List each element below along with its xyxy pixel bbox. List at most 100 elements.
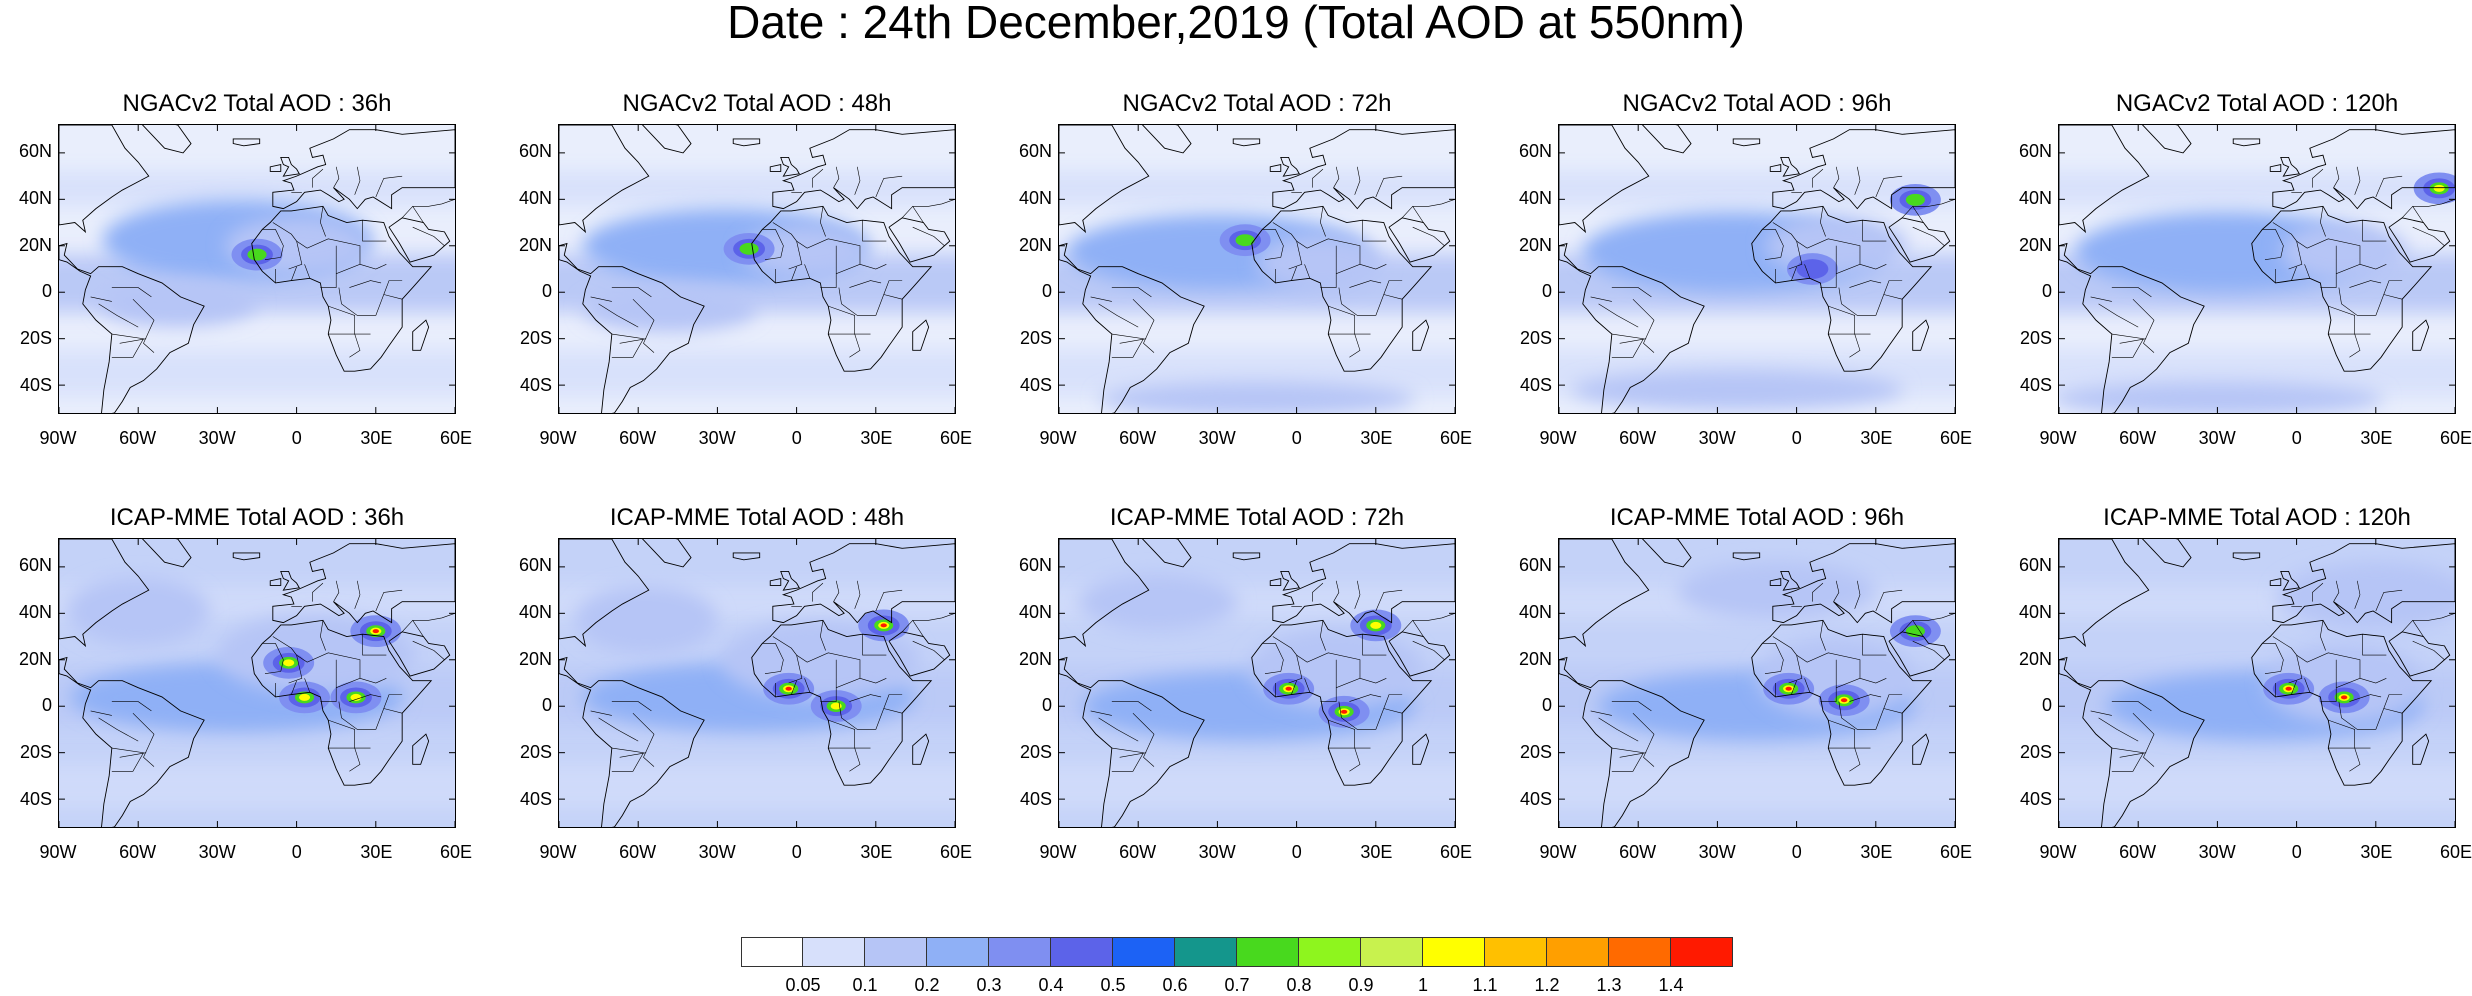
lat-label: 40S: [19, 788, 52, 809]
country-border: [328, 305, 371, 335]
country-border: [375, 694, 403, 730]
lat-label: 60N: [2018, 141, 2052, 162]
coastline: [1769, 163, 1782, 172]
map-panel: NGACv2 Total AOD : 72h 60N 40N 20N 0 20S 40S 90…: [1019, 90, 1472, 448]
lon-label: 60W: [2119, 428, 2157, 448]
country-border: [838, 701, 876, 730]
country-border: [1349, 694, 1382, 702]
country-border: [1111, 287, 1152, 298]
coastline: [1780, 157, 1801, 177]
country-border: [788, 241, 803, 270]
country-border: [111, 747, 144, 772]
coastline: [1641, 539, 1692, 568]
country-border: [1875, 694, 1903, 730]
country-border: [2090, 710, 2112, 716]
colorbar-label: 1.3: [1596, 975, 1622, 995]
aod-band: [559, 763, 955, 810]
country-border: [859, 264, 887, 270]
lon-label: 60W: [1619, 428, 1657, 448]
country-border: [2312, 582, 2324, 602]
country-border: [2119, 752, 2147, 758]
country-border: [2375, 175, 2403, 198]
country-border: [1875, 280, 1903, 316]
country-border: [875, 280, 903, 316]
coastline: [2412, 319, 2430, 351]
aod-plume: [574, 585, 718, 655]
country-border: [828, 747, 861, 772]
lon-label: 90W: [539, 842, 577, 862]
country-border: [2291, 266, 2297, 281]
country-border: [1862, 220, 1887, 242]
country-border: [1288, 655, 1303, 684]
country-border: [1812, 582, 1824, 602]
coastline: [1269, 163, 1282, 172]
country-border: [2304, 264, 2311, 279]
coastline: [2059, 656, 2205, 827]
coastline: [1888, 217, 1951, 263]
lon-label: 30E: [1860, 842, 1893, 862]
coastline: [59, 539, 150, 648]
coastline: [1272, 129, 1455, 210]
aod-band: [559, 171, 955, 206]
coastline: [780, 571, 801, 591]
lat-label: 20S: [519, 328, 552, 349]
country-border: [1788, 655, 1803, 684]
lat-label: 20N: [518, 648, 552, 669]
lat-label: 60N: [18, 555, 52, 576]
lon-label: 0: [1791, 842, 1802, 862]
aod-field: [1059, 539, 1455, 827]
aod-field: [2059, 539, 2455, 827]
country-border: [2375, 694, 2403, 730]
country-border: [291, 266, 297, 281]
country-border: [375, 280, 403, 316]
lat-label: 40N: [18, 187, 52, 208]
lat-label: 0: [541, 695, 552, 716]
aod-field: [559, 125, 955, 413]
lat-label: 40S: [1019, 374, 1052, 395]
coastline: [1272, 543, 1455, 624]
lat-label: 20N: [18, 234, 52, 255]
lon-label: 90W: [1539, 842, 1577, 862]
lon-label: 0: [2291, 842, 2302, 862]
coastline: [1772, 129, 1955, 210]
lon-label: 30E: [860, 428, 893, 448]
aod-map: [558, 124, 956, 414]
map-panel: ICAP-MME Total AOD : 96h 60N 40N 20N 0 20S 40S…: [1519, 504, 1972, 862]
aod-band: [59, 349, 455, 396]
country-border: [1291, 266, 1297, 281]
country-border: [333, 166, 340, 188]
country-border: [1820, 620, 1826, 651]
country-border: [1854, 166, 1861, 195]
country-border: [412, 613, 455, 621]
country-border: [1349, 280, 1382, 288]
aod-map: [2058, 538, 2456, 828]
country-border: [838, 287, 876, 316]
lon-label: 90W: [1039, 428, 1077, 448]
country-border: [1359, 678, 1387, 684]
aod-plume: [98, 280, 257, 327]
aod-band: [2059, 171, 2455, 206]
aod-hotspot: [247, 248, 267, 261]
country-border: [1854, 580, 1861, 609]
panel-title: ICAP-MME Total AOD : 120h: [2103, 504, 2411, 531]
colorbar-label: 0.4: [1038, 975, 1064, 995]
country-border: [859, 678, 887, 684]
country-border: [2320, 620, 2326, 651]
aod-hotspot: [1285, 686, 1292, 691]
coastline: [59, 125, 150, 234]
country-border: [1090, 710, 1112, 716]
country-border: [1291, 680, 1297, 695]
aod-field: [2059, 125, 2455, 413]
coastline: [251, 205, 433, 372]
country-border: [1912, 226, 1945, 246]
country-border: [2262, 229, 2284, 260]
lon-label: 60W: [1119, 842, 1157, 862]
lat-label: 20N: [1018, 648, 1052, 669]
lat-label: 0: [1041, 695, 1052, 716]
country-border: [119, 752, 147, 758]
country-border: [820, 206, 826, 237]
coastline: [1751, 205, 1933, 372]
colorbar-label: 0.7: [1224, 975, 1250, 995]
country-border: [1611, 287, 1652, 298]
country-border: [1375, 694, 1403, 730]
